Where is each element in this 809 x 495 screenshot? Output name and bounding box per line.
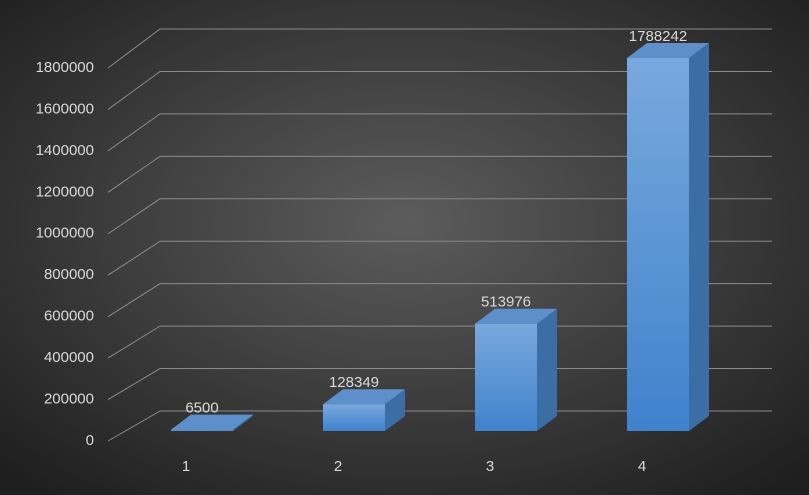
data-label: 513976 <box>481 294 531 311</box>
y-tick-label: 1200000 <box>36 183 94 200</box>
y-tick-label: 600000 <box>44 308 94 325</box>
grid-line <box>107 410 772 442</box>
y-tick-label: 1400000 <box>36 142 94 159</box>
bar <box>171 429 233 431</box>
grid-line <box>107 198 772 235</box>
bar-side <box>689 42 709 431</box>
x-tick-label: 1 <box>182 458 190 475</box>
bar-top <box>323 389 405 405</box>
y-tick-label: 1800000 <box>36 59 94 76</box>
data-label: 6500 <box>185 400 218 417</box>
y-tick-label: 1000000 <box>36 225 94 242</box>
grid-line <box>107 368 772 400</box>
grid-line <box>107 283 772 318</box>
bar-side <box>385 389 405 431</box>
grid-line <box>107 325 772 359</box>
bar-side <box>537 308 557 431</box>
grid-line <box>107 240 772 276</box>
grid-line <box>107 70 772 110</box>
grid-line <box>107 113 772 152</box>
x-tick-label: 2 <box>334 458 342 475</box>
y-tick-label: 800000 <box>44 266 94 283</box>
bar-top <box>475 308 557 324</box>
grid-line <box>107 155 772 193</box>
data-label: 1788242 <box>629 28 687 45</box>
y-tick-label: 0 <box>86 432 94 449</box>
x-tick-label: 4 <box>638 458 646 475</box>
bar-top <box>627 42 709 58</box>
grid-line <box>107 28 772 69</box>
y-tick-label: 1600000 <box>36 100 94 117</box>
bar <box>627 57 689 431</box>
bar-top <box>171 414 253 430</box>
data-label: 128349 <box>329 374 379 391</box>
y-tick-label: 400000 <box>44 349 94 366</box>
bar <box>475 323 537 431</box>
plot-area: 0 200000 400000 600000 800000 1000000 1200000 1… <box>36 28 772 475</box>
bar-side <box>233 414 253 431</box>
bar <box>323 404 385 431</box>
y-tick-label: 200000 <box>44 391 94 408</box>
x-tick-label: 3 <box>486 458 494 475</box>
